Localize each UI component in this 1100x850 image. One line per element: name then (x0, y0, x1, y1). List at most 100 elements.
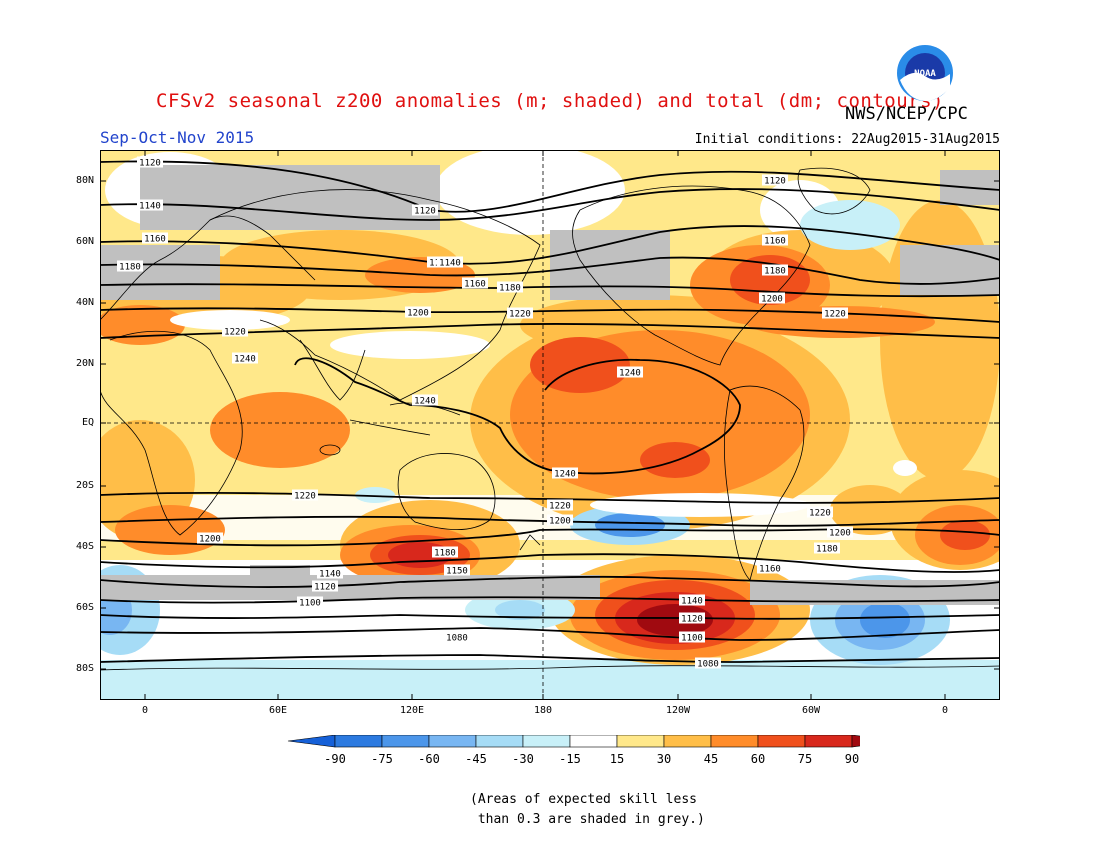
contour-line (100, 575, 1000, 588)
contour-label-text: 1160 (759, 565, 781, 575)
colorbar-arrow-high (851, 735, 860, 748)
contour-label: 1150 (444, 564, 470, 577)
contour-label: 1220 (292, 489, 318, 502)
map-frame (100, 150, 1000, 700)
contour-label: 1200 (759, 292, 785, 305)
noaa-logo-icon: NOAA (897, 45, 953, 102)
contour-label-text: 1120 (314, 583, 336, 593)
contour-label: 1120 (412, 204, 438, 217)
contour-label-bg (412, 204, 438, 216)
lon-label: 60W (801, 705, 821, 716)
contour-line (100, 491, 1000, 504)
contour-label: 1220 (507, 307, 533, 320)
contour-label: 1220 (547, 499, 573, 512)
contour-label: 1120 (762, 174, 788, 187)
contour-label: 1220 (807, 506, 833, 519)
colorbar-box (757, 735, 806, 748)
contour-label-bg (497, 281, 523, 293)
contour-label: 1200 (547, 514, 573, 527)
colorbar-box (381, 735, 430, 748)
contour-label: 1140 (437, 256, 463, 269)
colorbar-box (522, 735, 571, 748)
contour-label-bg (762, 264, 788, 276)
lat-label: 40S (75, 541, 94, 552)
contour-label: 1220 (822, 307, 848, 320)
contour-label: 1100 (297, 596, 323, 609)
lat-label: 60N (75, 236, 94, 247)
colorbar-tick-label: 45 (704, 752, 718, 766)
contour-label-bg (444, 631, 470, 643)
contour-label: 1140 (137, 199, 163, 212)
lat-label: 80N (75, 175, 94, 186)
contour-label-text: 1220 (509, 310, 531, 320)
contour-label-bg (814, 542, 840, 554)
lat-label: 40N (75, 297, 94, 308)
contour-label: 1220 (222, 325, 248, 338)
contour-label-bg (762, 174, 788, 186)
contour-label-text: 1100 (681, 634, 703, 644)
contour-label-bg (695, 657, 721, 669)
contour-label-text: 1080 (446, 634, 468, 644)
contour-labels: 1120 1140 1160 1180 1120 1120 1140 1160 1180 1200… (117, 156, 853, 670)
contour-label-bg (547, 514, 573, 526)
contour-line (100, 528, 1000, 547)
anomaly-map: 1120 1140 1160 1180 1120 1120 1140 1160 1180 1200… (100, 150, 1000, 700)
contour-line (100, 225, 1000, 265)
lat-label: 60S (75, 602, 94, 613)
skill-note: (Areas of expected skill less than 0.3 a… (470, 792, 705, 827)
colorbar-tick-label: 75 (798, 752, 812, 766)
contour-label-text: 1200 (549, 517, 571, 527)
contour-label-text: 1220 (549, 502, 571, 512)
contour-label-text: 1200 (407, 309, 429, 319)
contour-line (100, 323, 1000, 339)
contour-label-text: 1180 (499, 284, 521, 294)
lon-label: 60E (268, 705, 288, 716)
colorbar-tick-label: 30 (657, 752, 671, 766)
colorbar-tick-label: 90 (845, 752, 859, 766)
agency-label: NWS/NCEP/CPC (845, 104, 968, 124)
lon-label: 0 (141, 705, 149, 716)
contour-label-bg (507, 307, 533, 319)
contour-line (100, 283, 1000, 298)
contour-label-bg (137, 199, 163, 211)
contour-line (294, 357, 741, 475)
contour-label: 1180 (814, 542, 840, 555)
contour-label-text: 1120 (764, 177, 786, 187)
colorbar-tick-label: -45 (465, 752, 487, 766)
contour-label: 1160 (142, 232, 168, 245)
colorbar-box (710, 735, 759, 748)
contour-label-bg (142, 232, 168, 244)
contour-label-text: 1240 (414, 397, 436, 407)
colorbar-box (428, 735, 477, 748)
contour-line (100, 614, 1000, 620)
colorbar-tick-label: -90 (324, 752, 346, 766)
contour-label-text: 1140 (681, 597, 703, 607)
contour-label-text: 1160 (144, 235, 166, 245)
colorbar-arrow-low (287, 735, 336, 748)
season-label: Sep-Oct-Nov 2015 (100, 128, 255, 147)
contour-label-bg (405, 306, 431, 318)
lon-label: 180 (533, 705, 553, 716)
contour-label-text: 1120 (139, 159, 161, 169)
contour-label-text: 1140 (139, 202, 161, 212)
contour-label: 1120 (312, 580, 338, 593)
contour-label-bg (137, 156, 163, 168)
contour-label-text: 1180 (119, 263, 141, 273)
contour-line (100, 553, 1000, 573)
contour-line (100, 307, 1000, 323)
colorbar-box (804, 735, 853, 748)
contour-label: 1160 (462, 277, 488, 290)
colorbar-tick-label: 15 (610, 752, 624, 766)
contour-label-text: 1200 (829, 529, 851, 539)
contour-line (100, 654, 1000, 663)
contour-label-text: 1220 (824, 310, 846, 320)
colorbar-tick-label: -15 (559, 752, 581, 766)
contour-label-text: 1240 (554, 470, 576, 480)
contour-label-text: 1200 (199, 535, 221, 545)
lon-label: 120W (665, 705, 691, 716)
contour-label: 1120 (137, 156, 163, 169)
contour-label-bg (547, 499, 573, 511)
lat-label: 80S (75, 663, 94, 674)
contour-label: 1240 (232, 352, 258, 365)
contour-label-bg (462, 277, 488, 289)
